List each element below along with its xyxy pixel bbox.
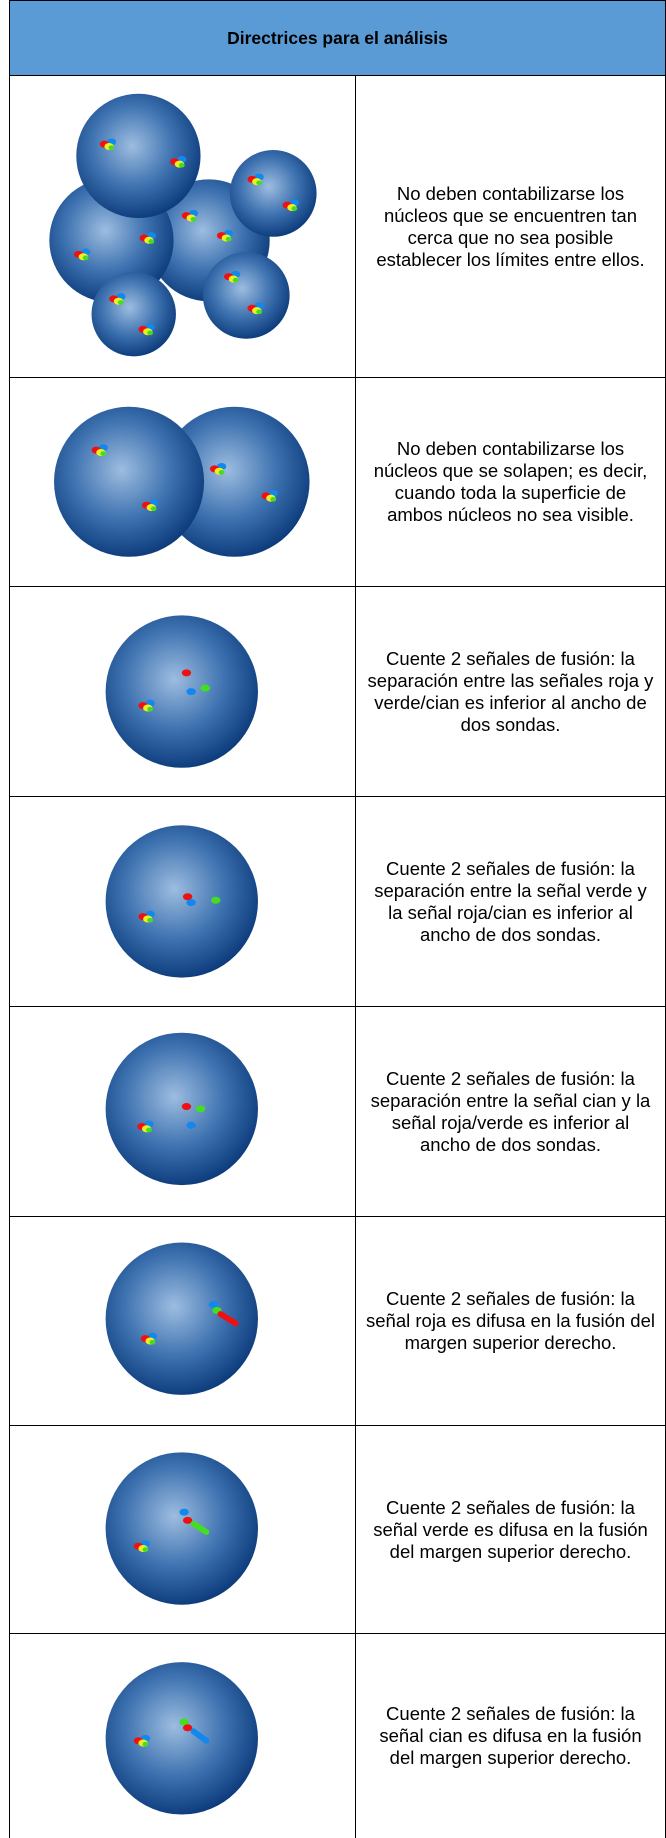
image-cell <box>9 1216 356 1426</box>
description: No deben contabilizarse los núcleos que … <box>355 75 666 378</box>
description: Cuente 2 señales de fusión: la señal roj… <box>355 1216 666 1426</box>
description: Cuente 2 señales de fusión: la separació… <box>355 586 666 797</box>
description: Cuente 2 señales de fusión: la señal ver… <box>355 1425 666 1634</box>
image-cell <box>9 586 356 797</box>
header-title: Directrices para el análisis <box>227 27 448 48</box>
image-cell <box>9 796 356 1007</box>
image-cell <box>9 1633 356 1838</box>
header: Directrices para el análisis <box>9 0 666 76</box>
image-cell <box>9 75 356 378</box>
description: No deben contabilizarse los núcleos que … <box>355 377 666 587</box>
image-cell <box>9 377 356 587</box>
description: Cuente 2 señales de fusión: la señal cia… <box>355 1633 666 1838</box>
description: Cuente 2 señales de fusión: la separació… <box>355 796 666 1007</box>
description: Cuente 2 señales de fusión: la separació… <box>355 1006 666 1217</box>
image-cell <box>9 1425 356 1634</box>
image-cell <box>9 1006 356 1217</box>
